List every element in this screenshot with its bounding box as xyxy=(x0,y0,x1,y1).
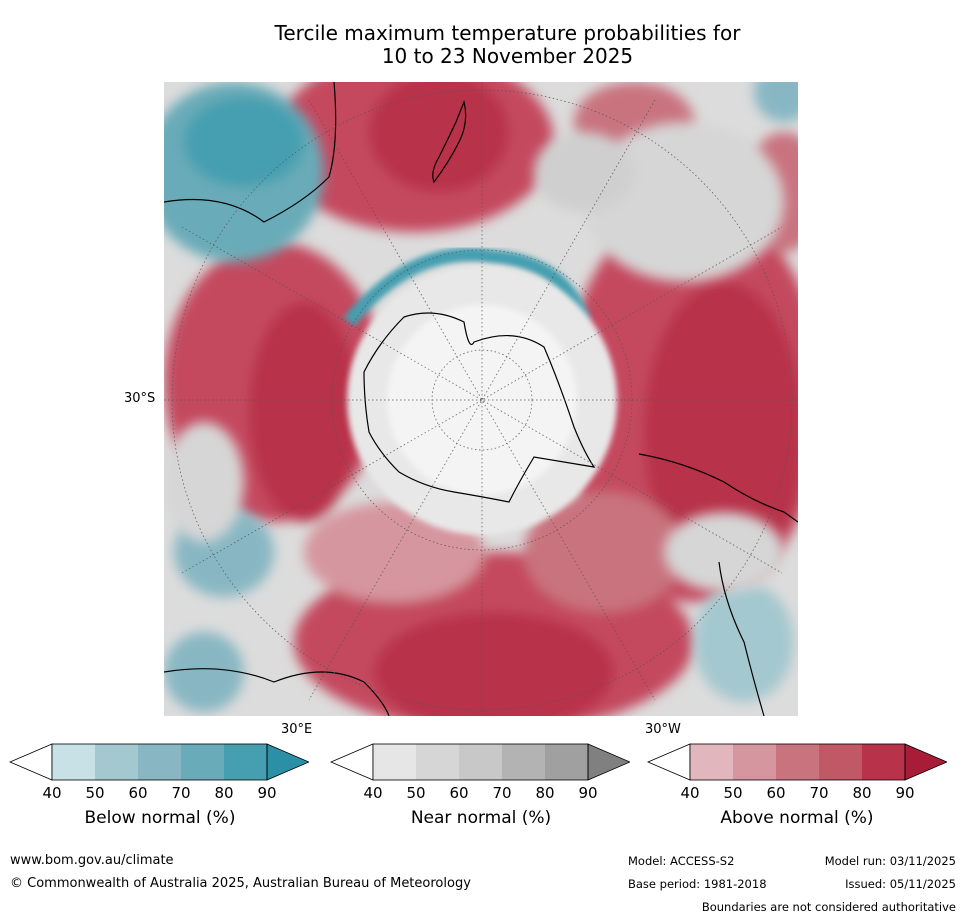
near-tick-label: 70 xyxy=(492,784,512,802)
colorbar-below-swatches xyxy=(9,743,309,781)
above-swatch-0 xyxy=(690,744,733,780)
australia-coast xyxy=(164,82,337,223)
model-text: Model: ACCESS-S2 xyxy=(628,854,735,868)
copyright-text: © Commonwealth of Australia 2025, Austra… xyxy=(10,876,471,891)
above-swatch-3 xyxy=(819,744,862,780)
above-swatch-high xyxy=(904,743,947,781)
below-normal-regions xyxy=(164,82,798,712)
near-swatch-2 xyxy=(459,744,502,780)
below-swatch-low xyxy=(9,743,53,781)
colorbar-below xyxy=(9,743,309,781)
colorbar-above-swatches xyxy=(647,743,947,781)
below-swatch-0 xyxy=(52,744,95,780)
near-tick-label: 60 xyxy=(449,784,469,802)
above-outline xyxy=(689,743,906,781)
colorbar-near-title: Near normal (%) xyxy=(410,808,552,828)
near-swatch-4 xyxy=(545,744,588,780)
above-swatch-4 xyxy=(862,744,905,780)
graticule xyxy=(164,82,798,716)
colorbar-below-title: Below normal (%) xyxy=(84,808,236,828)
below-swatch-high xyxy=(266,743,309,781)
colorbar-near xyxy=(330,743,630,781)
colorbar-near-swatches xyxy=(330,743,630,781)
south-america xyxy=(638,453,798,716)
new-zealand xyxy=(432,100,467,184)
below-tick-label: 80 xyxy=(214,784,234,802)
above-normal-regions xyxy=(164,82,798,716)
near-swatch-high xyxy=(587,743,630,781)
near-tick-label: 40 xyxy=(363,784,383,802)
above-swatch-1 xyxy=(733,744,776,780)
above-swatch-2 xyxy=(776,744,819,780)
below-tick-label: 40 xyxy=(42,784,62,802)
longitude-label-30e: 30°E xyxy=(281,722,313,737)
colorbar-above xyxy=(647,743,947,781)
below-tick-label: 90 xyxy=(257,784,277,802)
base-period-text: Base period: 1981-2018 xyxy=(628,877,767,891)
near-swatch-low xyxy=(330,743,374,781)
title-line-1: Tercile maximum temperature probabilitie… xyxy=(274,21,741,45)
antarctica-coastline xyxy=(363,312,596,503)
latitude-label-30s: 30°S xyxy=(124,391,156,406)
near-outline xyxy=(372,743,589,781)
near-swatch-0 xyxy=(373,744,416,780)
above-tick-label: 90 xyxy=(895,784,915,802)
blue-arc xyxy=(343,247,591,327)
model-run-text: Model run: 03/11/2025 xyxy=(824,854,956,868)
below-swatch-1 xyxy=(95,744,138,780)
below-tick-label: 50 xyxy=(85,784,105,802)
below-tick-label: 60 xyxy=(128,784,148,802)
near-tick-label: 50 xyxy=(406,784,426,802)
issued-text: Issued: 05/11/2025 xyxy=(845,877,956,891)
africa-coast xyxy=(164,668,390,716)
below-swatch-2 xyxy=(138,744,181,780)
near-tick-label: 80 xyxy=(535,784,555,802)
below-tick-label: 70 xyxy=(171,784,191,802)
near-tick-label: 90 xyxy=(578,784,598,802)
disclaimer-text: Boundaries are not considered authoritat… xyxy=(701,900,956,914)
map-title: Tercile maximum temperature probabilitie… xyxy=(160,22,855,68)
above-swatch-low xyxy=(647,743,691,781)
below-swatch-4 xyxy=(224,744,267,780)
above-tick-label: 60 xyxy=(766,784,786,802)
near-swatch-1 xyxy=(416,744,459,780)
title-line-2: 10 to 23 November 2025 xyxy=(381,44,634,68)
above-tick-label: 70 xyxy=(809,784,829,802)
below-swatch-3 xyxy=(181,744,224,780)
near-normal-regions xyxy=(164,122,784,592)
near-swatch-3 xyxy=(502,744,545,780)
above-tick-label: 40 xyxy=(680,784,700,802)
above-tick-label: 50 xyxy=(723,784,743,802)
website-link[interactable]: www.bom.gov.au/climate xyxy=(10,853,174,868)
below-outline xyxy=(51,743,268,781)
probability-map xyxy=(164,82,798,716)
longitude-label-30w: 30°W xyxy=(645,722,681,737)
above-tick-label: 80 xyxy=(852,784,872,802)
colorbar-above-title: Above normal (%) xyxy=(720,808,874,828)
